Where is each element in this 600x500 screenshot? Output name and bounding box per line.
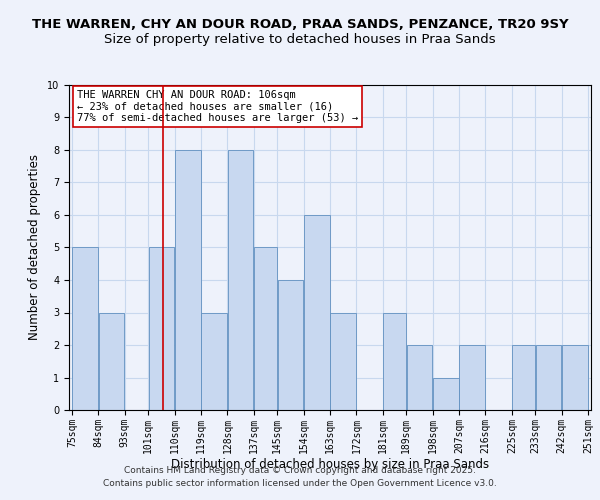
Bar [202, 312, 227, 410]
Y-axis label: Number of detached properties: Number of detached properties [28, 154, 41, 340]
Bar [512, 345, 535, 410]
Bar [536, 345, 561, 410]
Text: Contains HM Land Registry data © Crown copyright and database right 2025.
Contai: Contains HM Land Registry data © Crown c… [103, 466, 497, 487]
Bar [228, 150, 253, 410]
Bar [460, 345, 485, 410]
Bar [175, 150, 200, 410]
X-axis label: Distribution of detached houses by size in Praa Sands: Distribution of detached houses by size … [171, 458, 489, 471]
Bar [407, 345, 432, 410]
Bar [433, 378, 458, 410]
Bar [304, 215, 329, 410]
Bar [278, 280, 303, 410]
Bar [149, 248, 174, 410]
Text: THE WARREN CHY AN DOUR ROAD: 106sqm
← 23% of detached houses are smaller (16)
77: THE WARREN CHY AN DOUR ROAD: 106sqm ← 23… [77, 90, 358, 123]
Bar [383, 312, 406, 410]
Bar [331, 312, 356, 410]
Text: Size of property relative to detached houses in Praa Sands: Size of property relative to detached ho… [104, 32, 496, 46]
Bar [73, 248, 98, 410]
Text: THE WARREN, CHY AN DOUR ROAD, PRAA SANDS, PENZANCE, TR20 9SY: THE WARREN, CHY AN DOUR ROAD, PRAA SANDS… [32, 18, 568, 30]
Bar [254, 248, 277, 410]
Bar [562, 345, 587, 410]
Bar [99, 312, 124, 410]
